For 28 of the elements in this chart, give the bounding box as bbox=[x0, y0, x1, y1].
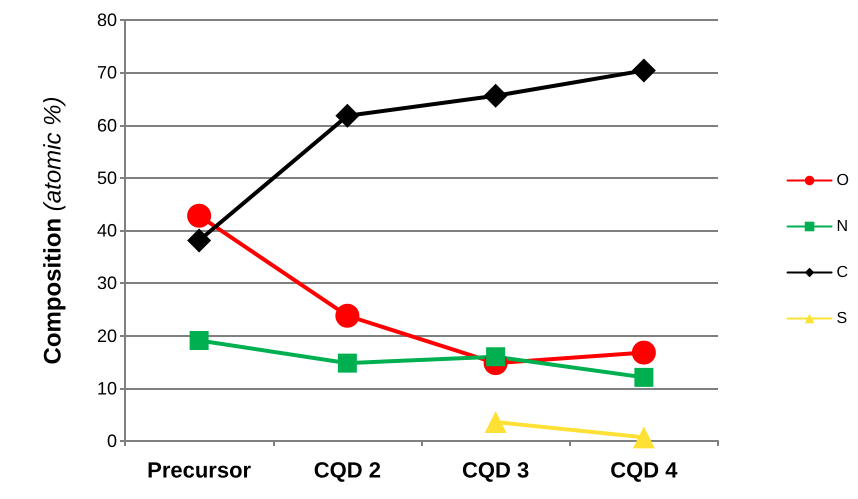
y-tick-label: 20 bbox=[96, 326, 117, 346]
x-tick-label: CQD 2 bbox=[314, 458, 381, 482]
point bbox=[338, 354, 357, 373]
point bbox=[187, 204, 212, 228]
y-tick-label: 30 bbox=[96, 273, 117, 294]
y-tick-label: 70 bbox=[96, 62, 117, 83]
x-tick-label: Precursor bbox=[147, 458, 252, 482]
point bbox=[187, 228, 212, 252]
point bbox=[484, 84, 508, 108]
point bbox=[190, 330, 209, 350]
legend-label: C bbox=[836, 264, 848, 281]
point bbox=[634, 368, 654, 387]
point bbox=[632, 340, 656, 365]
point bbox=[632, 58, 656, 83]
x-tick-label: CQD 3 bbox=[462, 458, 530, 482]
x-tick-label: CQD 4 bbox=[610, 458, 678, 482]
y-axis-title: Composition (atomic %) bbox=[40, 96, 66, 365]
y-tick-label: 60 bbox=[96, 115, 117, 136]
y-tick-label: 0 bbox=[106, 431, 117, 451]
legend-label: O bbox=[836, 172, 850, 189]
point bbox=[335, 304, 360, 328]
point bbox=[335, 104, 360, 128]
y-tick-label: 40 bbox=[96, 220, 117, 240]
y-tick-label: 80 bbox=[96, 10, 117, 30]
y-tick-label: 10 bbox=[96, 378, 117, 398]
legend-label: N bbox=[836, 218, 848, 235]
y-tick-label: 50 bbox=[96, 168, 117, 188]
legend-label: S bbox=[836, 310, 848, 327]
